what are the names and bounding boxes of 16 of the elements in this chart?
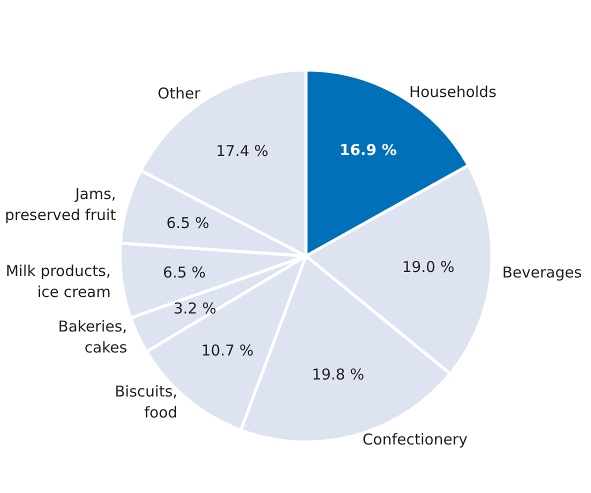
data-label: 19.0 % <box>402 258 454 276</box>
data-label: 10.7 % <box>201 341 254 360</box>
data-label: 3.2 % <box>173 299 216 318</box>
slice-label: Confectionery <box>362 430 468 448</box>
slice-label: Households <box>409 83 497 102</box>
slice-label: Jams, preserved fruit <box>4 185 116 224</box>
slice-label: Beverages <box>502 264 582 282</box>
slice-label: Other <box>158 84 202 103</box>
data-label: 19.8 % <box>312 366 364 384</box>
data-label: 16.9 % <box>340 141 397 160</box>
slice-label: Biscuits, food <box>114 382 178 422</box>
data-label: 17.4 % <box>216 142 268 160</box>
data-label: 6.5 % <box>162 264 206 282</box>
slice-label: Milk products, ice cream <box>6 262 111 302</box>
slice-label: Bakeries, cakes <box>58 317 128 356</box>
data-label: 6.5 % <box>166 214 210 232</box>
